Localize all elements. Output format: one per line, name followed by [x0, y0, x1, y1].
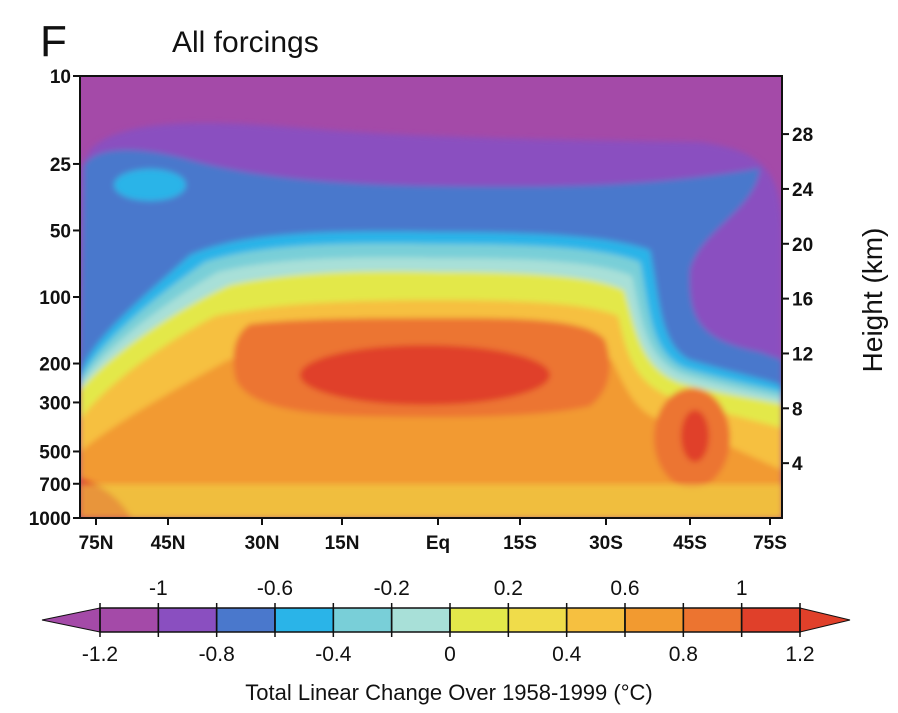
panel-letter: F	[40, 17, 67, 66]
y-tick-label-pressure-3: 100	[39, 288, 71, 309]
colorbar-top-label-4: 0.6	[610, 577, 639, 600]
x-tick-label-6: 30S	[589, 533, 623, 554]
colorbar-bin-10	[682, 607, 743, 633]
colorbar	[41, 603, 851, 637]
y-tick-label-pressure-1: 25	[50, 155, 72, 176]
x-axis-latitude: 75N 45N 30N 15N Eq 15S 30S 45S 75S	[79, 518, 787, 554]
cold-spot-north	[114, 169, 186, 201]
colorbar-bin-0	[99, 607, 160, 633]
colorbar-bottom-label-6: 1.2	[785, 643, 814, 666]
y-tick-label-pressure-2: 50	[50, 221, 71, 242]
y2-tick-label-5: 8	[792, 399, 803, 420]
colorbar-bottom-label-5: 0.8	[669, 643, 698, 666]
colorbar-bin-2	[215, 607, 276, 633]
colorbar-bottom-label-2: -0.4	[315, 643, 352, 666]
x-tick-label-1: 45N	[151, 533, 186, 554]
y2-tick-label-0: 28	[792, 125, 813, 146]
colorbar-bottom-label-0: -1.2	[82, 643, 118, 666]
colorbar-bin-11	[740, 607, 801, 633]
y-tick-label-pressure-8: 1000	[29, 509, 71, 530]
y2-tick-label-2: 20	[792, 235, 813, 256]
colorbar-top-labels: -1 -0.6 -0.2 0.2 0.6 1	[149, 577, 748, 600]
y-axis-height: 28 24 20 16 12 8 4	[782, 125, 814, 475]
colorbar-top-label-1: -0.6	[257, 577, 293, 600]
x-tick-label-7: 45S	[673, 533, 707, 554]
surface-band	[80, 484, 782, 518]
colorbar-top-label-3: 0.2	[494, 577, 523, 600]
colorbar-extend-high	[799, 607, 851, 633]
colorbar-top-label-0: -1	[149, 577, 168, 600]
colorbar-title: Total Linear Change Over 1958-1999 (°C)	[245, 680, 652, 705]
y-tick-label-pressure-5: 300	[39, 393, 71, 414]
y-tick-label-pressure-6: 500	[39, 442, 71, 463]
colorbar-bottom-label-1: -0.8	[199, 643, 235, 666]
heatmap-field	[80, 76, 782, 518]
x-tick-label-2: 30N	[245, 533, 280, 554]
colorbar-bottom-label-4: 0.4	[552, 643, 582, 666]
colorbar-bin-1	[157, 607, 218, 633]
core-south	[681, 410, 709, 462]
colorbar-bin-8	[565, 607, 626, 633]
x-tick-label-3: 15N	[325, 533, 360, 554]
colorbar-bin-5	[390, 607, 451, 633]
core-tropical	[300, 345, 550, 405]
y-tick-label-pressure-4: 200	[39, 355, 71, 376]
y-tick-label-pressure-0: 10	[50, 67, 71, 88]
y-axis-pressure: 10 25 50 100 200 300 500 700 1000	[29, 67, 80, 530]
x-tick-label-4: Eq	[426, 533, 450, 554]
y2-tick-label-6: 4	[792, 454, 803, 475]
colorbar-bottom-label-3: 0	[444, 643, 456, 666]
y2-tick-label-1: 24	[792, 180, 814, 201]
y2-axis-title: Height (km)	[857, 228, 888, 373]
x-tick-label-8: 75S	[753, 533, 787, 554]
x-tick-label-5: 15S	[503, 533, 537, 554]
colorbar-top-label-5: 1	[736, 577, 748, 600]
chart-title: All forcings	[172, 26, 319, 59]
colorbar-bin-7	[507, 607, 568, 633]
y-tick-label-pressure-7: 700	[39, 475, 71, 496]
colorbar-bin-4	[332, 607, 393, 633]
colorbar-top-label-2: -0.2	[374, 577, 410, 600]
colorbar-extend-low	[41, 607, 101, 633]
x-tick-label-0: 75N	[79, 533, 114, 554]
y2-tick-label-3: 16	[792, 290, 813, 311]
colorbar-bottom-labels: -1.2 -0.8 -0.4 0 0.4 0.8 1.2	[82, 643, 815, 666]
colorbar-bin-3	[274, 607, 335, 633]
y2-tick-label-4: 12	[792, 344, 813, 365]
colorbar-bin-6	[449, 607, 510, 633]
colorbar-bin-9	[624, 607, 685, 633]
